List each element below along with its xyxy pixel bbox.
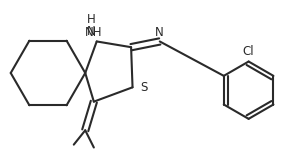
- Text: H
N: H N: [87, 13, 95, 38]
- Text: NH: NH: [85, 26, 103, 39]
- Text: N: N: [155, 26, 163, 39]
- Text: S: S: [141, 81, 148, 94]
- Text: Cl: Cl: [243, 45, 254, 58]
